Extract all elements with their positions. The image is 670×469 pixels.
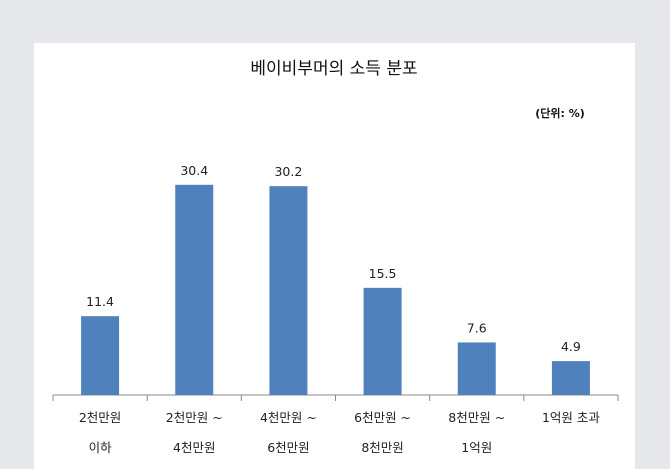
x-tick-label: 8천만원 ~	[448, 410, 505, 425]
bar	[551, 361, 590, 395]
unit-note: (단위: %)	[535, 106, 585, 120]
data-label: 30.4	[180, 163, 208, 178]
x-tick-label: 1억원 초과	[542, 410, 600, 425]
data-label: 30.2	[274, 164, 302, 179]
bar	[175, 184, 214, 395]
chart-title: 베이비부머의 소득 분포	[250, 59, 417, 79]
x-tick-label: 2천만원	[79, 410, 121, 425]
data-label: 4.9	[561, 339, 581, 354]
bar	[269, 186, 308, 395]
x-tick-label: 이하	[89, 440, 113, 455]
x-tick-label: 8천만원	[361, 440, 403, 455]
bar	[81, 316, 120, 395]
x-tick-label: 4천만원	[173, 440, 215, 455]
x-tick-label: 6천만원	[267, 440, 309, 455]
x-tick-label: 6천만원 ~	[354, 410, 411, 425]
data-label: 7.6	[467, 320, 487, 335]
data-label: 11.4	[86, 294, 114, 309]
x-tick-label: 2천만원 ~	[166, 410, 223, 425]
bar	[457, 342, 496, 395]
x-tick-label: 4천만원 ~	[260, 410, 317, 425]
bar	[363, 287, 402, 395]
x-tick-label: 1억원	[461, 440, 492, 455]
data-label: 15.5	[369, 266, 397, 281]
